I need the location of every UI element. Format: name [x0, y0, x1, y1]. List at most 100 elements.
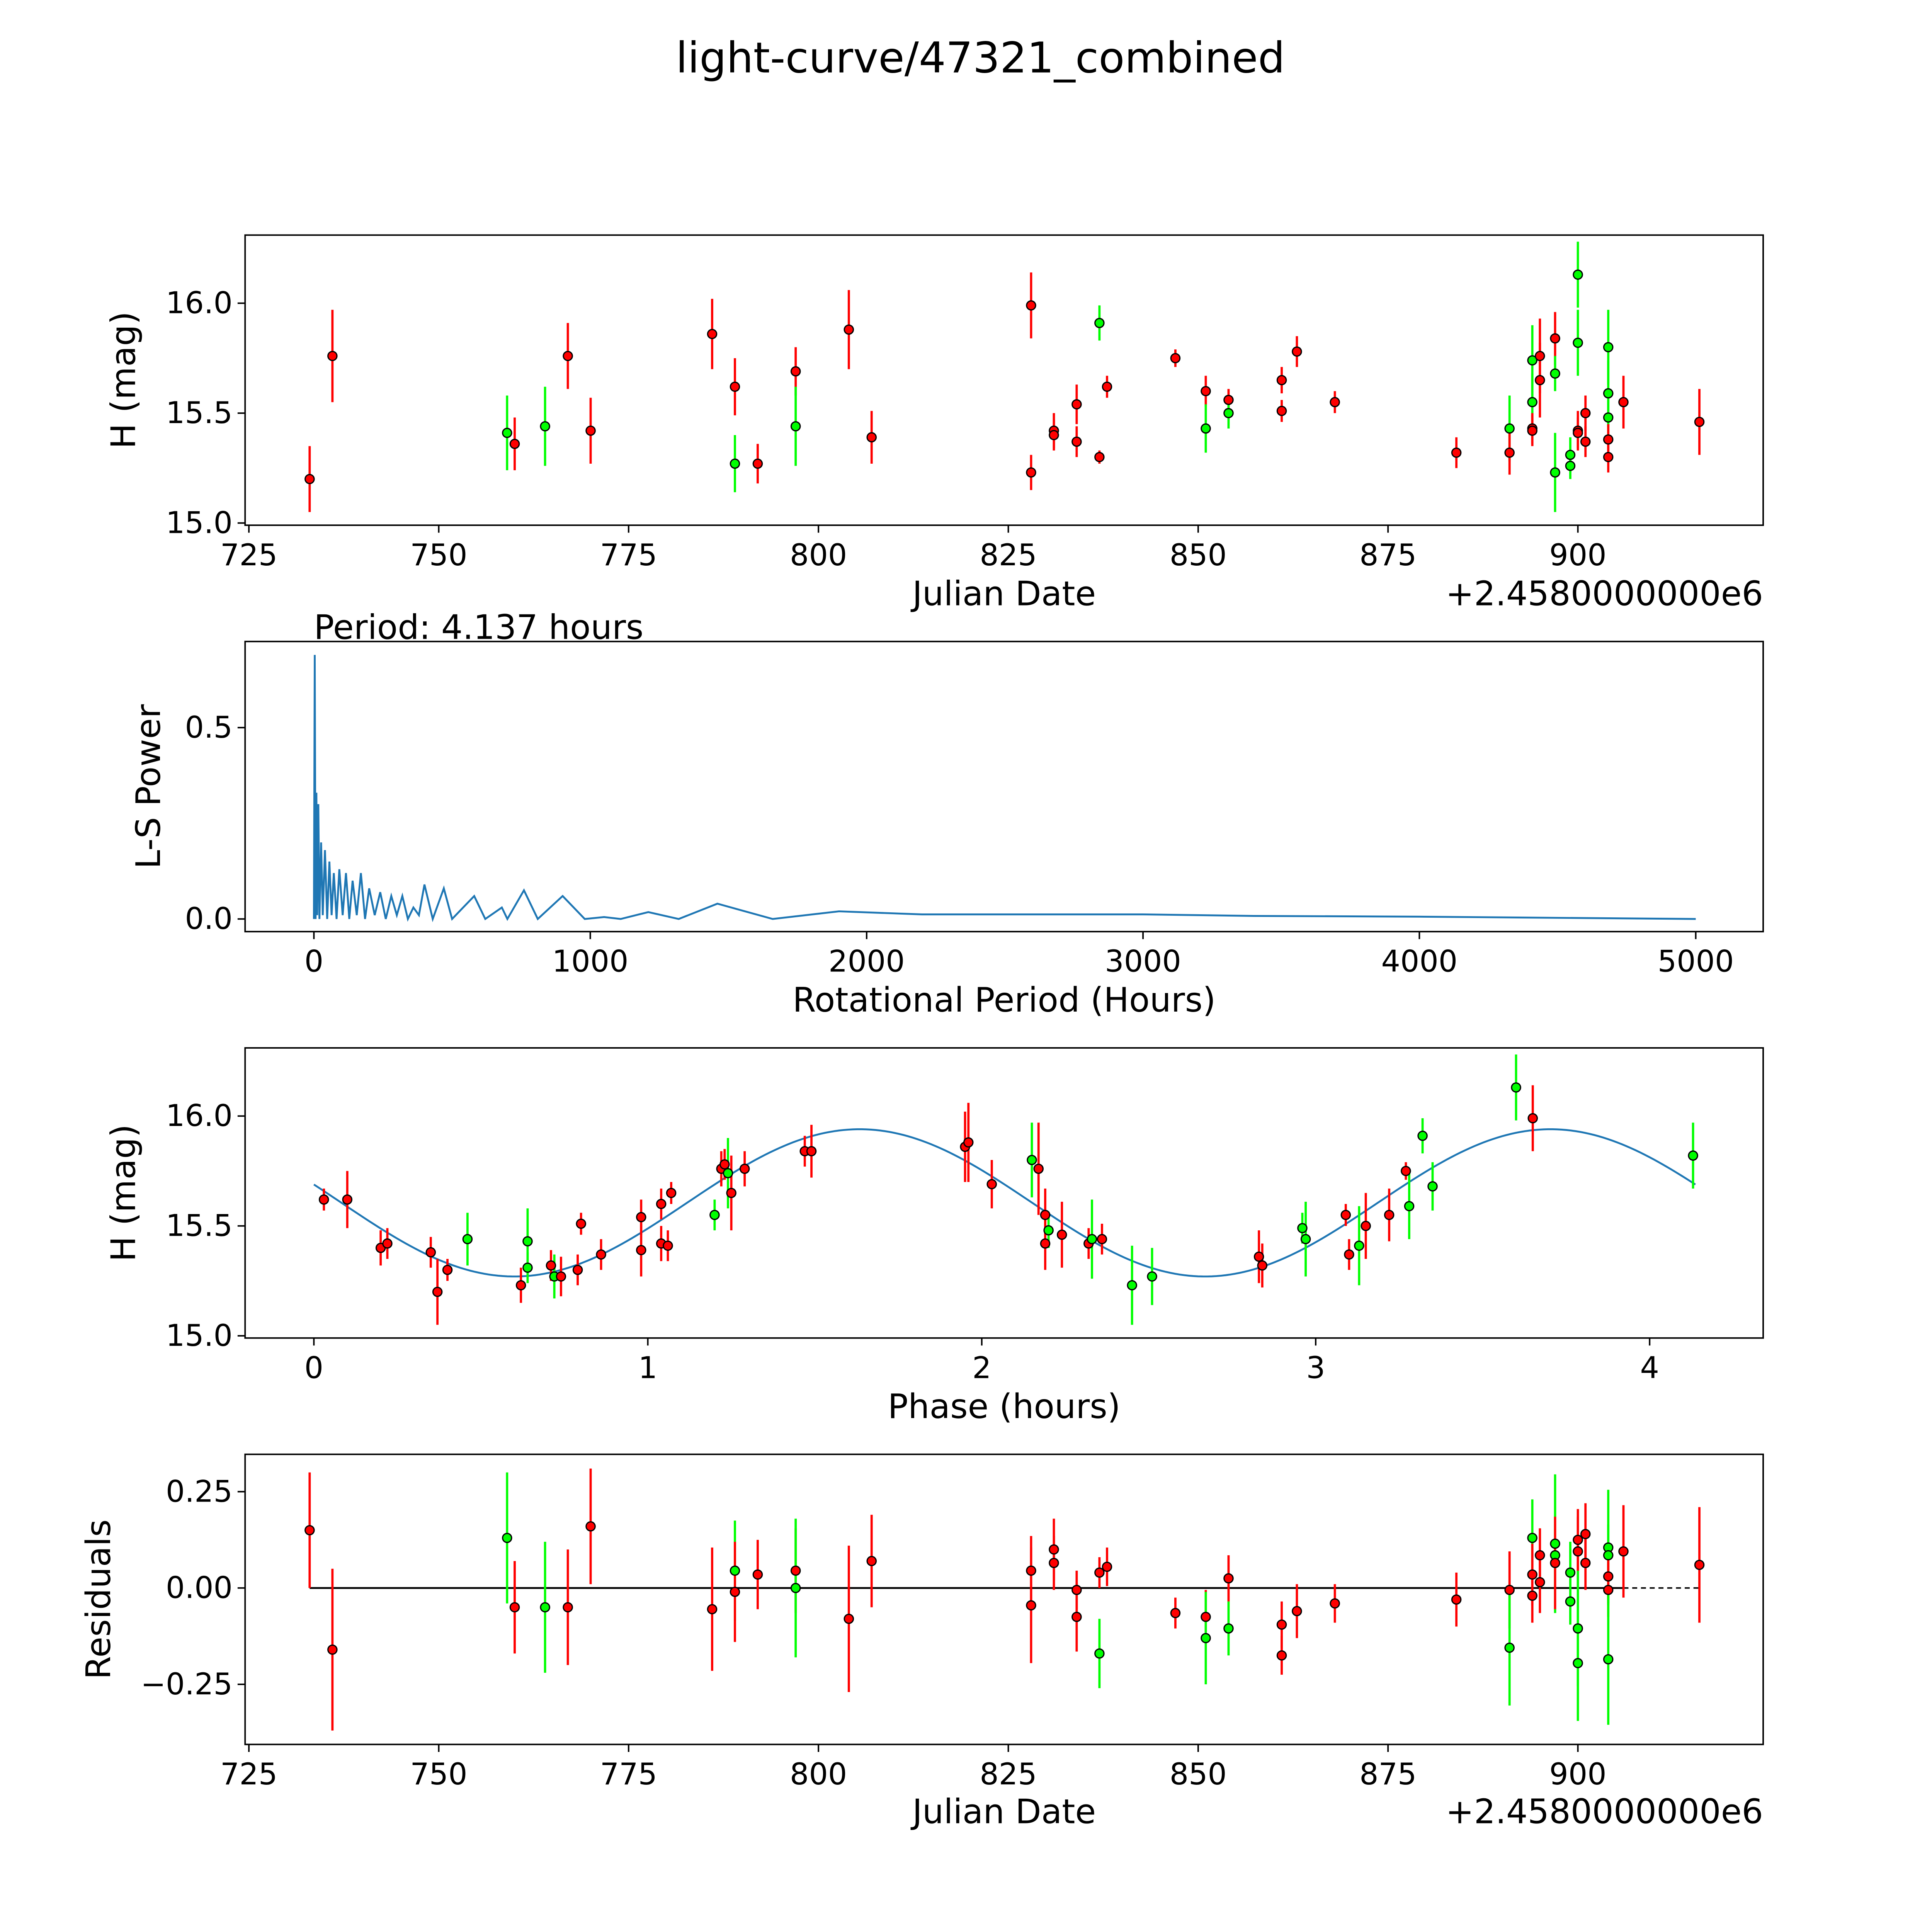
- data-point: [963, 1137, 974, 1148]
- axes-frame: [244, 1047, 1764, 1339]
- plot-area: [313, 1054, 1698, 1325]
- data-point: [730, 458, 740, 469]
- data-point: [1147, 1271, 1157, 1282]
- data-point: [730, 1587, 740, 1597]
- y-tick-label: 15.0: [166, 1318, 233, 1353]
- data-point: [1527, 1532, 1537, 1543]
- data-point: [1201, 1633, 1211, 1643]
- data-point: [844, 324, 854, 335]
- data-point: [515, 1280, 526, 1291]
- data-point: [1276, 375, 1287, 386]
- data-point: [1049, 1558, 1059, 1568]
- data-point: [1276, 406, 1287, 416]
- data-point: [1573, 1658, 1583, 1668]
- x-tick-label: 775: [600, 538, 657, 573]
- data-point: [1580, 1529, 1591, 1539]
- data-point: [1573, 428, 1583, 438]
- data-point: [730, 381, 740, 392]
- data-point: [502, 428, 512, 438]
- y-axis-label: H (mag): [104, 1124, 143, 1262]
- periodogram-line: [313, 655, 1696, 922]
- x-tick-label: 1000: [552, 944, 629, 979]
- data-point: [1603, 1571, 1614, 1582]
- data-point: [1603, 1585, 1614, 1595]
- x-tick-label: 725: [220, 1757, 277, 1792]
- data-point: [342, 1194, 353, 1205]
- data-point: [1094, 318, 1105, 328]
- data-point: [1027, 1155, 1037, 1165]
- data-point: [1417, 1131, 1428, 1141]
- data-point: [327, 1645, 338, 1655]
- y-tick-label: 0.5: [185, 710, 233, 745]
- x-axis-label: Rotational Period (Hours): [793, 980, 1216, 1020]
- data-point: [1170, 353, 1181, 364]
- x-tick-label: 850: [1170, 1757, 1227, 1792]
- panel-light-curve: Julian Date +2.4580000000e6 H (mag) 725 7…: [104, 234, 1764, 613]
- data-point: [1573, 1534, 1583, 1545]
- data-point: [1504, 1643, 1515, 1653]
- data-point: [1056, 1230, 1067, 1240]
- y-tick-label: 15.0: [166, 505, 233, 540]
- data-point: [1527, 425, 1537, 436]
- data-point: [1565, 1596, 1576, 1607]
- data-point: [666, 1188, 677, 1198]
- x-tick-label: 750: [410, 1757, 467, 1792]
- y-tick-label: 0.0: [185, 901, 233, 936]
- data-point: [1618, 1546, 1629, 1557]
- x-tick-label: 3: [1306, 1350, 1325, 1385]
- data-point: [1535, 1550, 1545, 1561]
- data-point: [522, 1262, 533, 1273]
- data-point: [1573, 269, 1583, 280]
- x-tick-label: 750: [410, 538, 467, 573]
- data-point: [576, 1218, 586, 1229]
- data-point: [1071, 1612, 1082, 1622]
- data-point: [1201, 423, 1211, 434]
- data-point: [986, 1179, 997, 1189]
- data-point: [1580, 408, 1591, 418]
- data-point: [1573, 1623, 1583, 1634]
- period-annotation: Period: 4.137 hours: [314, 608, 643, 647]
- data-point: [1603, 452, 1614, 463]
- y-tick-label: 0.00: [166, 1571, 233, 1605]
- data-point: [432, 1287, 443, 1297]
- x-tick-label: 875: [1359, 538, 1417, 573]
- data-point: [739, 1163, 750, 1174]
- data-point: [442, 1265, 453, 1275]
- x-tick-label: 775: [600, 1757, 657, 1792]
- data-point: [1253, 1252, 1264, 1262]
- data-point: [1257, 1260, 1268, 1271]
- x-tick-label: 0: [304, 1350, 323, 1385]
- x-tick-label: 3000: [1105, 944, 1181, 979]
- data-point: [1451, 1594, 1462, 1605]
- y-tick-label: 15.5: [166, 1209, 233, 1243]
- data-point: [1688, 1150, 1698, 1161]
- data-point: [563, 350, 573, 361]
- data-point: [1527, 1590, 1537, 1601]
- data-point: [1603, 388, 1614, 399]
- data-point: [1094, 1567, 1105, 1578]
- data-point: [546, 1260, 556, 1271]
- data-point: [1550, 1538, 1560, 1549]
- data-point: [1535, 350, 1545, 361]
- panel-periodogram: Period: 4.137 hours Rotational Period (H…: [129, 608, 1764, 1020]
- plot-area: [304, 242, 1705, 512]
- data-point: [1603, 412, 1614, 423]
- y-tick-label: 16.0: [166, 1099, 233, 1133]
- data-point: [1201, 386, 1211, 396]
- data-point: [556, 1271, 566, 1282]
- data-point: [1451, 447, 1462, 458]
- data-point: [522, 1236, 533, 1247]
- data-point: [1297, 1223, 1308, 1233]
- data-point: [723, 1168, 733, 1179]
- data-point: [1618, 397, 1629, 407]
- data-point: [866, 432, 877, 442]
- data-point: [596, 1249, 606, 1260]
- data-point: [752, 1569, 763, 1580]
- data-point: [1102, 1561, 1112, 1572]
- data-point: [1527, 397, 1537, 407]
- data-point: [1404, 1201, 1415, 1211]
- axes-frame: [244, 1453, 1764, 1745]
- data-point: [1511, 1082, 1521, 1093]
- x-tick-label: 800: [790, 538, 847, 573]
